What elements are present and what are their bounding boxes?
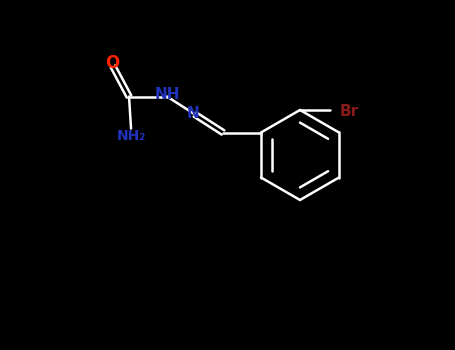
Text: Br: Br	[340, 104, 359, 119]
Text: NH₂: NH₂	[116, 130, 146, 144]
Text: N: N	[187, 106, 199, 121]
Text: NH: NH	[154, 87, 180, 102]
Text: O: O	[105, 54, 119, 71]
